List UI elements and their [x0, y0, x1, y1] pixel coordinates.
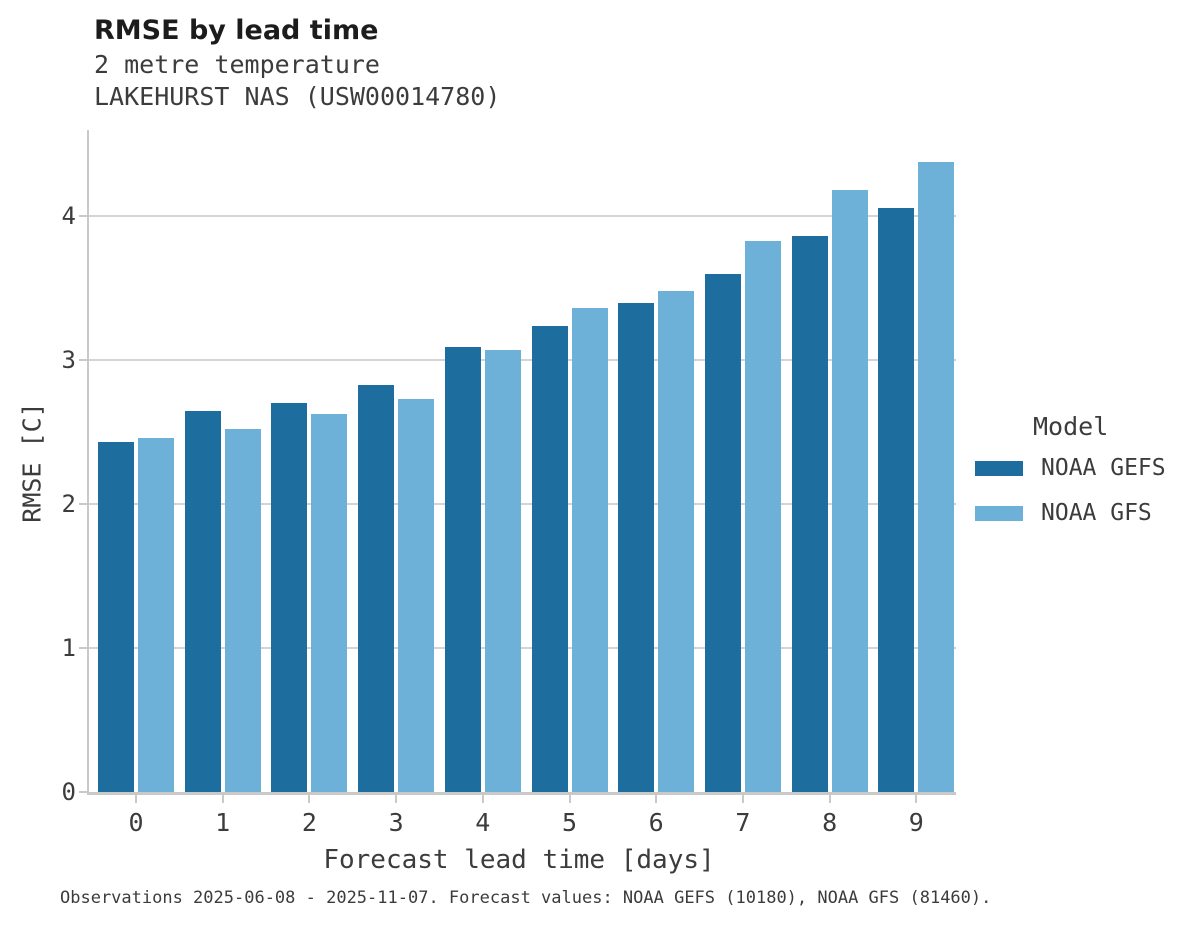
y-tick-label-3: 3 — [61, 346, 76, 375]
y-gridline-2 — [89, 503, 956, 506]
y-tick-label-0: 0 — [61, 778, 76, 806]
x-tick-mark-9 — [915, 795, 918, 803]
x-tick-mark-7 — [741, 795, 744, 803]
legend-title: Model — [1033, 412, 1109, 441]
bar-noaa-gfs-day-1 — [224, 429, 261, 792]
bar-noaa-gefs-day-2 — [271, 403, 308, 792]
bar-noaa-gfs-day-0 — [138, 437, 174, 792]
bar-noaa-gfs-day-6 — [658, 291, 695, 792]
bar-noaa-gfs-day-8 — [831, 190, 868, 792]
bar-noaa-gfs-day-2 — [311, 413, 348, 792]
bar-noaa-gefs-day-3 — [358, 384, 395, 792]
chart-title: RMSE by lead time — [94, 15, 379, 46]
legend: Model NOAA GEFS NOAA GFS — [975, 412, 1190, 545]
y-gridline-1 — [89, 647, 956, 650]
y-tick-label-2: 2 — [61, 490, 76, 519]
y-tick-mark-3 — [79, 359, 87, 362]
legend-label-noaa-gfs: NOAA GFS — [1041, 500, 1152, 526]
y-tick-label-4: 4 — [61, 202, 76, 231]
bar-noaa-gfs-day-5 — [571, 308, 608, 792]
legend-row-noaa-gfs: NOAA GFS — [975, 500, 1190, 526]
chart-subtitle-station: LAKEHURST NAS (USW00014780) — [94, 82, 501, 111]
bar-noaa-gefs-day-1 — [184, 410, 221, 792]
x-axis-spine — [87, 792, 956, 795]
x-tick-label-5: 5 — [561, 808, 578, 837]
y-gridline-4 — [89, 215, 956, 218]
x-tick-mark-1 — [221, 795, 224, 803]
x-tick-mark-6 — [655, 795, 658, 803]
y-axis-label: RMSE [C] — [17, 402, 47, 523]
x-tick-label-6: 6 — [648, 808, 664, 837]
bar-noaa-gfs-day-7 — [744, 240, 781, 792]
bar-noaa-gfs-day-4 — [484, 350, 521, 792]
y-gridline-3 — [89, 359, 956, 362]
x-tick-label-2: 2 — [301, 808, 317, 837]
bar-noaa-gefs-day-0 — [98, 442, 134, 792]
x-tick-mark-5 — [568, 795, 571, 803]
x-tick-label-0: 0 — [128, 808, 144, 837]
legend-row-noaa-gefs: NOAA GEFS — [975, 455, 1190, 481]
x-axis-label: Forecast lead time [days] — [323, 845, 715, 875]
y-axis-spine — [87, 130, 89, 794]
bar-noaa-gefs-day-4 — [444, 347, 481, 792]
bar-noaa-gefs-day-5 — [531, 325, 568, 792]
x-tick-mark-4 — [481, 795, 484, 803]
bar-noaa-gfs-day-9 — [918, 161, 955, 792]
bar-noaa-gefs-day-6 — [618, 302, 655, 792]
legend-rows: NOAA GEFS NOAA GFS — [975, 455, 1190, 526]
x-tick-label-9: 9 — [908, 808, 924, 837]
x-tick-label-8: 8 — [822, 808, 838, 837]
chart-subtitle-variable: 2 metre temperature — [94, 50, 380, 79]
legend-swatch-noaa-gefs — [975, 460, 1023, 476]
x-tick-mark-2 — [308, 795, 311, 803]
x-tick-label-3: 3 — [388, 808, 404, 837]
x-tick-mark-3 — [395, 795, 398, 803]
x-tick-label-7: 7 — [735, 808, 751, 837]
y-tick-mark-4 — [79, 215, 87, 218]
y-tick-label-1: 1 — [61, 634, 76, 663]
bar-noaa-gfs-day-3 — [398, 399, 435, 792]
legend-swatch-noaa-gfs — [975, 505, 1023, 521]
y-tick-mark-0 — [79, 791, 87, 793]
y-tick-mark-2 — [79, 503, 87, 506]
x-tick-label-4: 4 — [475, 808, 491, 837]
bar-noaa-gefs-day-8 — [791, 236, 828, 792]
y-tick-mark-1 — [79, 647, 87, 650]
bar-noaa-gefs-day-9 — [878, 207, 915, 792]
legend-label-noaa-gefs: NOAA GEFS — [1041, 455, 1166, 481]
footer-note: Observations 2025-06-08 - 2025-11-07. Fo… — [60, 888, 992, 908]
x-tick-mark-0 — [135, 795, 137, 803]
bar-noaa-gefs-day-7 — [704, 273, 741, 792]
x-tick-mark-8 — [828, 795, 831, 803]
x-tick-label-1: 1 — [215, 808, 231, 837]
